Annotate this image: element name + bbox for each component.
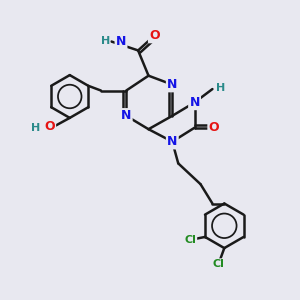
Text: H: H bbox=[216, 82, 225, 93]
Text: N: N bbox=[189, 96, 200, 109]
Text: N: N bbox=[167, 78, 178, 91]
Text: O: O bbox=[149, 29, 160, 42]
Text: O: O bbox=[44, 120, 55, 133]
Text: O: O bbox=[208, 121, 219, 134]
Text: Cl: Cl bbox=[184, 235, 196, 245]
Text: Cl: Cl bbox=[212, 260, 224, 269]
Text: H: H bbox=[31, 123, 40, 133]
Text: H: H bbox=[100, 36, 110, 46]
Text: N: N bbox=[116, 35, 126, 48]
Text: N: N bbox=[121, 109, 131, 122]
Text: N: N bbox=[167, 135, 178, 148]
